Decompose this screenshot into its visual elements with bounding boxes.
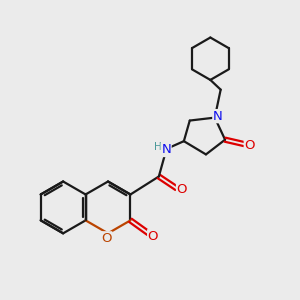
- Text: N: N: [213, 110, 223, 123]
- Text: O: O: [244, 139, 255, 152]
- Text: O: O: [176, 183, 187, 196]
- Text: O: O: [148, 230, 158, 243]
- Text: N: N: [161, 143, 171, 157]
- Text: H: H: [154, 142, 162, 152]
- Text: O: O: [101, 232, 112, 245]
